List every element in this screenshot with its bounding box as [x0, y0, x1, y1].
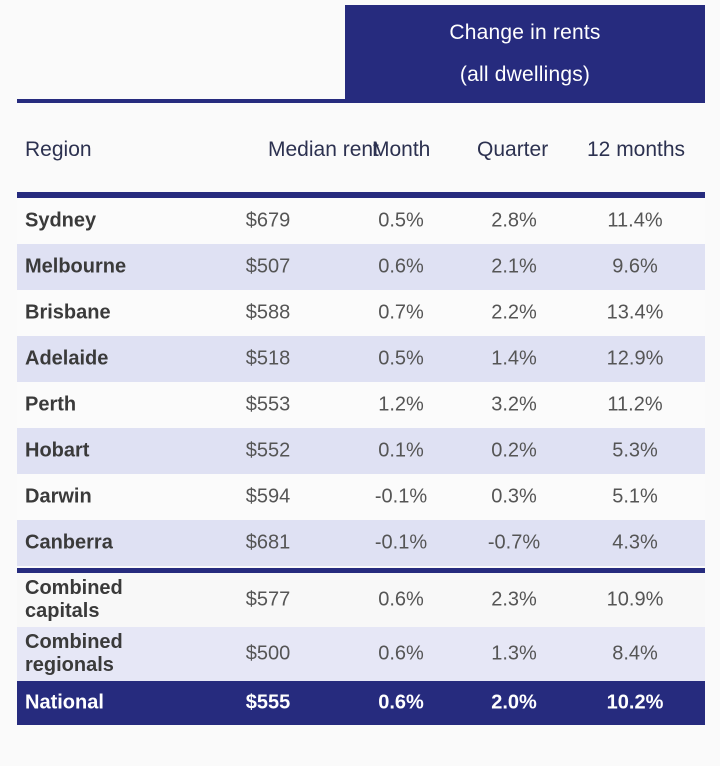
cell-quarter: 0.2%: [491, 439, 537, 462]
change-in-rents-title-line2: (all dwellings): [459, 63, 591, 86]
cell-region: Perth: [25, 393, 77, 416]
column-header-median-rent: Median rent: [268, 138, 379, 161]
cell-month: 0.6%: [378, 691, 424, 714]
cell-region: Sydney: [25, 209, 97, 232]
cell-month: -0.1%: [374, 531, 428, 554]
cell-median-rent: $518: [245, 347, 291, 370]
cell-median-rent: $500: [245, 642, 291, 665]
table-row: Adelaide $518 0.5% 1.4% 12.9%: [17, 336, 705, 382]
cell-median-rent: $507: [245, 255, 291, 278]
cell-quarter: 2.2%: [491, 301, 537, 324]
rule-above-combined-rows: [17, 568, 705, 573]
cell-12-months: 10.9%: [606, 588, 664, 611]
cell-month: 0.1%: [378, 439, 424, 462]
change-in-rents-title-line1: Change in rents: [449, 21, 601, 44]
cell-12-months: 11.2%: [607, 393, 663, 416]
cell-12-months: 8.4%: [612, 642, 658, 665]
cell-region: Adelaide: [25, 347, 109, 370]
table-row: Melbourne $507 0.6% 2.1% 9.6%: [17, 244, 705, 290]
cell-median-rent: $681: [245, 531, 291, 554]
cell-region: Combined regionals: [25, 631, 123, 676]
cell-month: -0.1%: [374, 485, 428, 508]
cell-month: 0.7%: [378, 301, 424, 324]
cell-month: 0.6%: [378, 255, 424, 278]
cell-region: Melbourne: [25, 255, 127, 278]
change-in-rents-header-block: Change in rents (all dwellings): [345, 5, 705, 103]
table-top-band: Change in rents (all dwellings): [0, 0, 720, 104]
table-row: Brisbane $588 0.7% 2.2% 13.4%: [17, 290, 705, 336]
column-header-region: Region: [25, 138, 92, 161]
cell-12-months: 9.6%: [612, 255, 658, 278]
cell-month: 0.6%: [378, 642, 424, 665]
table-row: Combined regionals $500 0.6% 1.3% 8.4%: [17, 627, 705, 681]
cell-12-months: 5.1%: [612, 485, 658, 508]
cell-median-rent: $555: [245, 691, 291, 714]
cell-median-rent: $588: [245, 301, 291, 324]
cell-quarter: -0.7%: [487, 531, 541, 554]
cell-region: Canberra: [25, 531, 113, 554]
cell-quarter: 2.3%: [491, 588, 537, 611]
rule-under-column-headers: [17, 192, 705, 198]
cell-median-rent: $552: [245, 439, 291, 462]
cell-median-rent: $577: [245, 588, 291, 611]
table-row: Darwin $594 -0.1% 0.3% 5.1%: [17, 474, 705, 520]
cell-quarter: 1.3%: [491, 642, 537, 665]
table-row-national: National $555 0.6% 2.0% 10.2%: [17, 681, 705, 725]
cell-quarter: 2.8%: [491, 209, 537, 232]
cell-region: Darwin: [25, 485, 92, 508]
table-row: Perth $553 1.2% 3.2% 11.2%: [17, 382, 705, 428]
rule-under-title: [17, 99, 705, 103]
cell-12-months: 4.3%: [612, 531, 658, 554]
cell-region: Combined capitals: [25, 577, 123, 622]
cell-12-months: 5.3%: [612, 439, 658, 462]
cell-quarter: 1.4%: [491, 347, 537, 370]
cell-12-months: 12.9%: [606, 347, 664, 370]
cell-median-rent: $553: [245, 393, 291, 416]
cell-region: National: [25, 691, 104, 714]
cell-12-months: 10.2%: [606, 691, 664, 714]
cell-month: 0.5%: [378, 347, 424, 370]
cell-month: 1.2%: [378, 393, 424, 416]
table-row: Combined capitals $577 0.6% 2.3% 10.9%: [17, 573, 705, 627]
cell-median-rent: $679: [245, 209, 291, 232]
cell-quarter: 0.3%: [491, 485, 537, 508]
cell-month: 0.6%: [378, 588, 424, 611]
table-row: Sydney $679 0.5% 2.8% 11.4%: [17, 198, 705, 244]
column-header-12-months: 12 months: [587, 138, 686, 161]
cell-region: Hobart: [25, 439, 90, 462]
table-row: Canberra $681 -0.1% -0.7% 4.3%: [17, 520, 705, 566]
cell-quarter: 3.2%: [491, 393, 537, 416]
cell-quarter: 2.0%: [491, 691, 537, 714]
table-row: Hobart $552 0.1% 0.2% 5.3%: [17, 428, 705, 474]
cell-12-months: 11.4%: [607, 209, 663, 232]
cell-month: 0.5%: [378, 209, 424, 232]
column-header-quarter: Quarter: [477, 138, 549, 161]
cell-median-rent: $594: [245, 485, 291, 508]
cell-region: Brisbane: [25, 301, 111, 324]
column-header-row: Region Median rent Month Quarter 12 mont…: [17, 125, 705, 175]
cell-quarter: 2.1%: [491, 255, 537, 278]
table-body: Sydney $679 0.5% 2.8% 11.4% Melbourne $5…: [17, 198, 705, 725]
column-header-month: Month: [372, 138, 431, 161]
cell-12-months: 13.4%: [606, 301, 664, 324]
